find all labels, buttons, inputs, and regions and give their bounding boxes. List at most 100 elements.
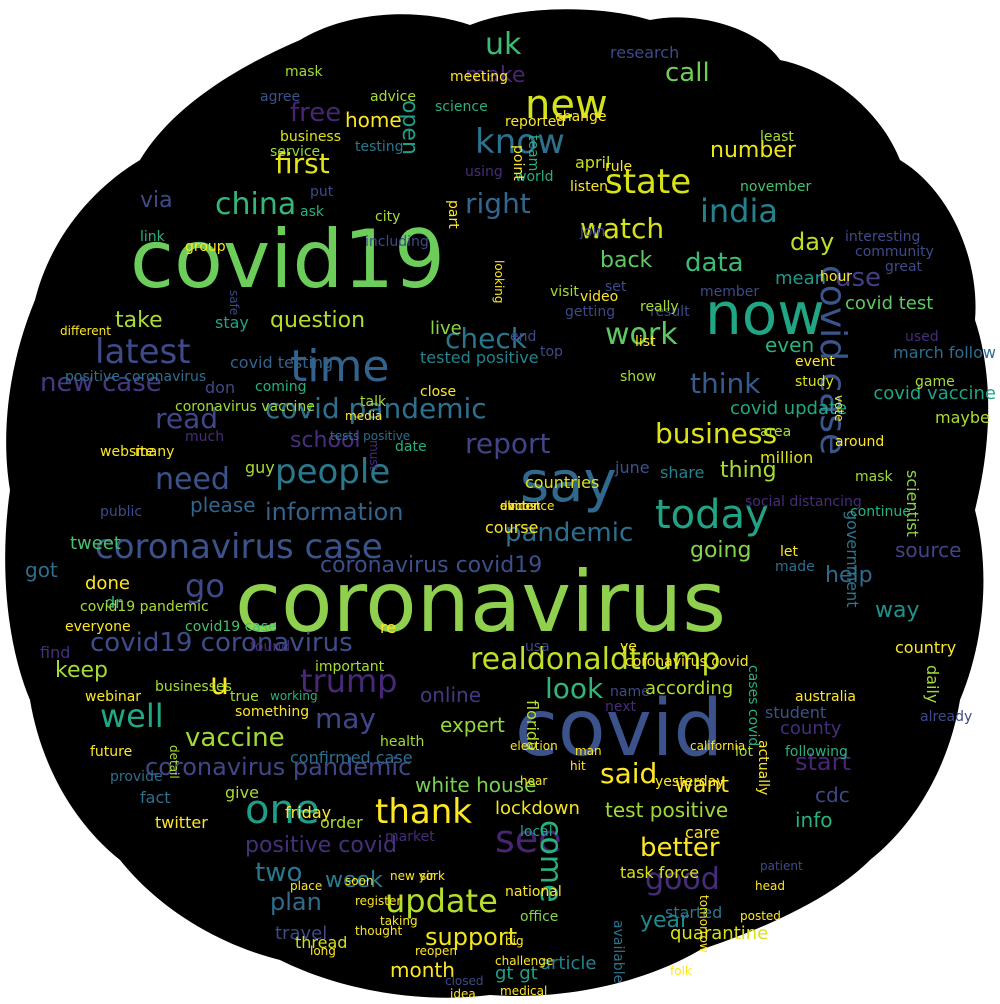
cloud-word: taking xyxy=(380,914,418,928)
cloud-word: point xyxy=(510,145,526,181)
cloud-word: set xyxy=(605,279,627,295)
cloud-word: rule xyxy=(605,159,633,175)
cloud-word: cdc xyxy=(815,783,850,807)
cloud-word: dr xyxy=(105,593,122,612)
cloud-word: covid testing xyxy=(230,353,334,372)
cloud-word: group xyxy=(185,239,226,255)
cloud-word: right xyxy=(465,187,531,220)
cloud-word: covid test xyxy=(845,293,934,314)
cloud-word: back xyxy=(600,248,653,273)
cloud-word: looking xyxy=(492,260,506,304)
cloud-word: close xyxy=(420,384,457,400)
cloud-word: show xyxy=(620,369,657,385)
cloud-word: usa xyxy=(525,639,550,655)
cloud-word: said xyxy=(600,757,658,790)
cloud-word: latest xyxy=(95,332,191,372)
cloud-word: testing xyxy=(355,139,404,155)
cloud-word: local xyxy=(520,824,553,840)
cloud-word: started xyxy=(665,903,723,922)
cloud-word: top xyxy=(540,344,563,360)
cloud-word: plan xyxy=(270,888,322,916)
cloud-word: government xyxy=(843,510,862,608)
cloud-word: go xyxy=(185,567,225,605)
cloud-word: data xyxy=(685,248,744,278)
cloud-word: now xyxy=(705,280,825,348)
cloud-word: new xyxy=(525,82,608,128)
cloud-word: good xyxy=(645,862,720,897)
cloud-word: pandemic xyxy=(505,518,634,548)
cloud-word: student xyxy=(765,703,827,722)
cloud-word: member xyxy=(700,284,760,300)
cloud-word: gt gt xyxy=(495,963,538,984)
cloud-word: coronavirus vaccine xyxy=(175,399,315,415)
cloud-word: tomorrow xyxy=(697,895,711,953)
cloud-word: mask xyxy=(285,64,323,80)
cloud-word: uk xyxy=(485,27,522,62)
cloud-word: team xyxy=(525,135,541,172)
cloud-word: support xyxy=(425,923,518,951)
cloud-word: date xyxy=(395,439,427,455)
cloud-word: important xyxy=(315,659,385,675)
cloud-word: people xyxy=(275,452,391,492)
cloud-word: provide xyxy=(110,769,163,785)
cloud-word: challenge xyxy=(495,954,554,968)
cloud-word: reopen xyxy=(415,944,457,958)
cloud-word: coronavirus covid19 xyxy=(320,553,543,578)
cloud-word: video xyxy=(580,289,619,305)
cloud-word: posted xyxy=(740,909,781,923)
cloud-word: country xyxy=(895,638,957,657)
cloud-word: covid update xyxy=(730,398,848,419)
cloud-word: april xyxy=(575,153,611,172)
cloud-word: including xyxy=(365,234,429,250)
cloud-word: closed xyxy=(445,974,484,988)
cloud-word: mean xyxy=(775,268,827,289)
cloud-word: re xyxy=(380,618,397,637)
cloud-word: new york xyxy=(390,869,445,883)
cloud-word: november xyxy=(740,179,812,195)
cloud-word: hour xyxy=(820,269,853,285)
cloud-word: many xyxy=(135,444,175,460)
cloud-word: covid19 xyxy=(130,213,446,306)
cloud-word: positive covid xyxy=(245,833,397,858)
cloud-word: place xyxy=(290,879,323,893)
cloud-word: science xyxy=(435,99,488,115)
cloud-word: covid pandemic xyxy=(265,392,487,425)
cloud-word: positive coronavirus xyxy=(65,369,207,385)
cloud-word: guy xyxy=(245,458,275,477)
cloud-word: tweet xyxy=(70,533,121,554)
cloud-word: friday xyxy=(285,803,332,822)
cloud-word: result xyxy=(650,304,690,320)
cloud-word: question xyxy=(270,308,366,333)
cloud-word: area xyxy=(760,424,792,440)
cloud-word: election xyxy=(510,739,558,753)
cloud-word: course xyxy=(485,518,539,537)
cloud-word: china xyxy=(215,187,297,222)
cloud-word: long xyxy=(310,944,336,958)
cloud-word: via xyxy=(140,188,173,213)
cloud-word: update xyxy=(385,882,498,920)
cloud-word: meeting xyxy=(450,69,509,85)
cloud-word: well xyxy=(100,697,164,735)
cloud-word: think xyxy=(690,367,761,400)
cloud-word: hear xyxy=(520,774,548,788)
cloud-word: see xyxy=(495,817,562,861)
cloud-word: ye xyxy=(620,639,637,655)
cloud-word: source xyxy=(895,538,962,562)
cloud-word: must xyxy=(367,440,381,471)
cloud-word: hit xyxy=(570,759,586,773)
cloud-word: stay xyxy=(215,313,249,332)
cloud-word: let xyxy=(780,544,798,560)
cloud-word: around xyxy=(835,434,885,450)
cloud-word: change xyxy=(555,109,607,125)
cloud-word: tested positive xyxy=(420,348,539,367)
cloud-word: talk xyxy=(360,394,387,410)
cloud-word: number xyxy=(710,138,796,163)
cloud-word: confirmed case xyxy=(290,748,413,767)
cloud-word: online xyxy=(420,683,482,707)
cloud-word: world xyxy=(515,169,554,185)
cloud-word: make xyxy=(465,63,526,88)
cloud-word: vote xyxy=(832,395,846,422)
cloud-word: visit xyxy=(550,284,579,300)
